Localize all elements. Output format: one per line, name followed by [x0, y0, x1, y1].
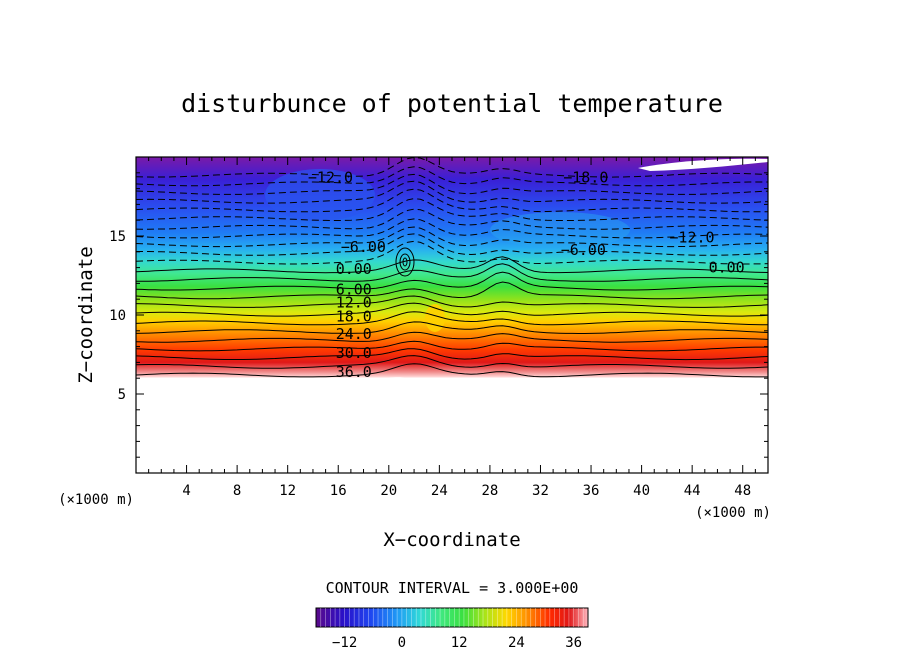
x-unit-left: (×1000 m)	[58, 492, 134, 508]
x-tick-label: 8	[233, 483, 241, 499]
x-axis: 4 8 12 16 20 24 28 32 36 40 44 48	[148, 157, 756, 499]
contour-line	[136, 208, 768, 230]
x-tick-label: 32	[532, 483, 549, 499]
x-tick-label: 40	[633, 483, 650, 499]
x-tick-label: 12	[279, 483, 296, 499]
contour-label: 24.0	[336, 325, 372, 343]
colorbar-segments	[320, 608, 584, 627]
contour-line	[136, 240, 768, 265]
contour-label: 0.00	[336, 260, 372, 278]
contour-lines	[136, 157, 768, 378]
bottom-boundary	[136, 377, 768, 473]
contour-label: −12.0	[308, 169, 353, 187]
colorbar-ticks: −12 0 12 24 36	[332, 635, 582, 651]
x-tick-label: 24	[431, 483, 448, 499]
contour-line	[136, 157, 768, 178]
colorbar-tick-label: 24	[508, 635, 525, 651]
contour-line	[136, 321, 768, 334]
contour-label: −12.0	[669, 229, 714, 247]
contour-line	[136, 173, 768, 195]
contour-line	[136, 363, 768, 378]
contour-labels: −12.0 −18.0 −12.0 −6.00 −6.00 0.00 0.00 6.0012.…	[308, 169, 745, 381]
plot-area	[136, 157, 768, 473]
contour-line	[136, 218, 768, 239]
contour-line	[136, 226, 768, 248]
x-tick-label: 44	[684, 483, 701, 499]
contour-label: 12.0	[336, 293, 372, 311]
contour-label: 18.0	[336, 308, 372, 326]
contour-line	[136, 233, 768, 256]
warm-bubble	[425, 304, 445, 332]
contour-line	[136, 271, 768, 291]
contour-line	[136, 198, 768, 221]
colorbar-tick-label: 12	[451, 635, 468, 651]
upper-cyan-eddy	[490, 212, 630, 248]
contour-label: 30.0	[336, 344, 372, 362]
x-tick-label: 16	[330, 483, 347, 499]
contour-line	[136, 188, 768, 213]
colorbar-tick-label: 36	[565, 635, 582, 651]
chart-title: disturbunce of potential temperature	[181, 89, 723, 118]
contour-line	[136, 180, 768, 204]
contour-label: 0.00	[709, 259, 745, 277]
x-tick-label: 4	[182, 483, 190, 499]
x-tick-label: 20	[380, 483, 397, 499]
contour-line	[136, 263, 768, 282]
y-tick-label: 10	[109, 308, 126, 324]
contour-line	[136, 311, 768, 326]
contour-line	[136, 256, 768, 274]
x-tick-label: 48	[734, 483, 751, 499]
contour-label: −18.0	[563, 169, 608, 187]
contour-label: 6.00	[336, 281, 372, 299]
contour-line	[136, 348, 768, 361]
white-gap-top-right	[638, 158, 768, 171]
x-axis-label: X−coordinate	[383, 529, 520, 551]
x-tick-label: 28	[481, 483, 498, 499]
contour-line	[136, 331, 768, 343]
contour-line	[136, 166, 768, 187]
y-axis-label: Z−coordinate	[75, 246, 97, 383]
y-axis: 5 10 15	[109, 172, 768, 458]
contour-label: 36.0	[336, 363, 372, 381]
x-unit-right: (×1000 m)	[695, 505, 771, 521]
contour-line	[136, 295, 768, 308]
contour-line	[136, 355, 768, 369]
contour-line	[136, 340, 768, 352]
colorbar	[315, 607, 589, 628]
contour-label: −6.00	[341, 238, 386, 256]
contour-interval-text: CONTOUR INTERVAL = 3.000E+00	[326, 579, 579, 597]
contour-line	[136, 281, 768, 300]
colorbar-tick-label: −12	[332, 635, 357, 651]
colorbar-tick-label: 0	[398, 635, 406, 651]
contour-line	[136, 302, 768, 317]
vortex-contours	[395, 247, 415, 277]
y-tick-label: 5	[118, 387, 126, 403]
y-tick-label: 15	[109, 229, 126, 245]
x-tick-label: 36	[583, 483, 600, 499]
contour-label: −6.00	[561, 241, 606, 259]
